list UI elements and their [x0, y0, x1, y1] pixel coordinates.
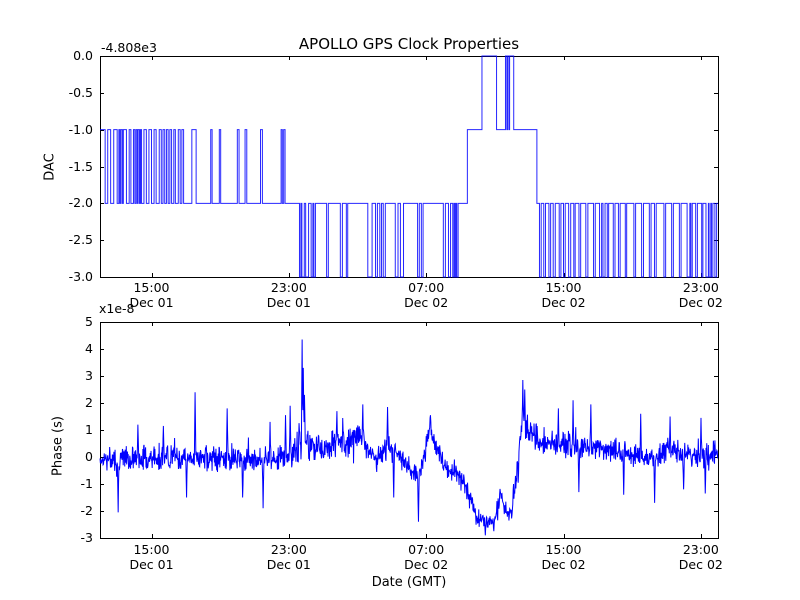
- x-tick-label: 23:00 Dec 02: [656, 280, 746, 310]
- x-tick-date: Dec 01: [129, 295, 174, 310]
- y-tick-label: -0.5: [68, 84, 93, 100]
- x-tick-time: 23:00: [270, 280, 307, 295]
- x-tick-date: Dec 02: [541, 557, 586, 572]
- chart-title: APOLLO GPS Clock Properties: [298, 35, 520, 53]
- x-tick-label: 15:00 Dec 02: [519, 280, 609, 310]
- x-tick-time: 07:00: [408, 280, 445, 295]
- y-tick-label: 5: [85, 314, 93, 329]
- x-tick-date: Dec 01: [129, 557, 174, 572]
- x-tick-date: Dec 01: [266, 557, 311, 572]
- x-tick-time: 15:00: [133, 280, 170, 295]
- y-tick-label: 1: [85, 422, 93, 437]
- phase-axes-frame: [100, 322, 719, 539]
- y-tick-label: 0: [85, 449, 93, 464]
- x-tick-label: 15:00 Dec 02: [519, 542, 609, 572]
- x-tick-label: 23:00 Dec 01: [244, 280, 334, 310]
- y-tick-label: 2: [85, 395, 93, 410]
- x-tick-label: 07:00 Dec 02: [381, 280, 471, 310]
- y-tick-label: -2.0: [68, 195, 93, 211]
- phase-noise-line: [99, 339, 719, 536]
- y-tick-label: -3: [80, 530, 93, 545]
- x-tick-date: Dec 02: [404, 557, 449, 572]
- phase-axis-multiplier-text: x1e-8: [99, 301, 135, 316]
- x-tick-label: 15:00 Dec 01: [107, 542, 197, 572]
- date-xlabel: Date (GMT): [371, 575, 447, 590]
- x-tick-time: 07:00: [408, 542, 445, 557]
- y-tick-label: -1: [80, 476, 93, 491]
- x-tick-time: 15:00: [545, 280, 582, 295]
- x-tick-label: 15:00 Dec 01: [107, 280, 197, 310]
- x-tick-time: 15:00: [545, 542, 582, 557]
- x-tick-date: Dec 02: [678, 295, 723, 310]
- y-tick-label: 4: [85, 341, 93, 356]
- x-tick-label: 07:00 Dec 02: [381, 542, 471, 572]
- x-tick-date: Dec 02: [541, 295, 586, 310]
- x-tick-date: Dec 01: [266, 295, 311, 310]
- x-tick-time: 15:00: [133, 542, 170, 557]
- y-tick-label: 3: [85, 368, 93, 383]
- y-tick-label: 0.0: [73, 48, 93, 63]
- dac-step-line: [100, 55, 718, 278]
- x-tick-time: 23:00: [682, 542, 719, 557]
- y-tick-label: -3.0: [68, 269, 93, 284]
- x-tick-label: 23:00 Dec 02: [656, 542, 746, 572]
- x-tick-time: 23:00: [682, 280, 719, 295]
- y-tick-label: -2.5: [68, 232, 93, 248]
- dac-axis-offset-text: -4.808e3: [101, 40, 157, 55]
- y-tick-label: -1.5: [68, 158, 93, 174]
- x-tick-time: 23:00: [270, 542, 307, 557]
- x-tick-label: 23:00 Dec 01: [244, 542, 334, 572]
- y-tick-label: -1.0: [68, 121, 93, 137]
- x-tick-date: Dec 02: [678, 557, 723, 572]
- y-tick-label: -2: [80, 503, 93, 518]
- x-tick-date: Dec 02: [404, 295, 449, 310]
